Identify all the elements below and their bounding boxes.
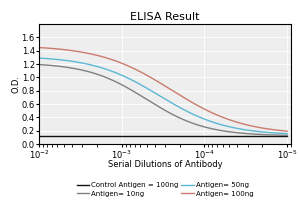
Antigen= 10ng: [138, 94, 141, 96]
Line: Antigen= 50ng: Antigen= 50ng: [39, 58, 287, 134]
Control Antigen = 100ng: [138, 134, 141, 137]
Antigen= 100ng: [62, 48, 66, 51]
Control Antigen = 100ng: [231, 134, 234, 137]
Title: ELISA Result: ELISA Result: [130, 12, 200, 22]
Legend: Control Antigen = 100ng, Antigen= 10ng, Antigen= 50ng, Antigen= 100ng: Control Antigen = 100ng, Antigen= 10ng, …: [76, 182, 254, 197]
Control Antigen = 100ng: [235, 134, 239, 137]
Antigen= 10ng: [146, 99, 150, 102]
Antigen= 100ng: [235, 121, 239, 123]
Antigen= 100ng: [138, 70, 141, 72]
Antigen= 100ng: [285, 130, 289, 132]
Antigen= 50ng: [231, 126, 234, 129]
Antigen= 100ng: [231, 120, 234, 122]
Antigen= 100ng: [37, 46, 41, 49]
Control Antigen = 100ng: [285, 134, 289, 137]
Antigen= 10ng: [231, 131, 234, 133]
Antigen= 50ng: [208, 120, 211, 122]
Antigen= 10ng: [62, 66, 66, 68]
Antigen= 100ng: [208, 110, 211, 113]
Antigen= 100ng: [146, 75, 150, 77]
Antigen= 10ng: [235, 132, 239, 134]
Y-axis label: O.D.: O.D.: [11, 75, 20, 93]
Control Antigen = 100ng: [208, 134, 211, 137]
Control Antigen = 100ng: [146, 134, 150, 137]
Antigen= 10ng: [37, 63, 41, 66]
Antigen= 50ng: [37, 57, 41, 59]
Antigen= 50ng: [62, 59, 66, 61]
Control Antigen = 100ng: [37, 134, 41, 137]
Line: Antigen= 10ng: Antigen= 10ng: [39, 65, 287, 135]
Antigen= 50ng: [138, 83, 141, 85]
Antigen= 50ng: [146, 88, 150, 90]
Control Antigen = 100ng: [62, 134, 66, 137]
Antigen= 50ng: [285, 132, 289, 135]
Text: Serial Dilutions of Antibody: Serial Dilutions of Antibody: [108, 160, 222, 169]
Line: Antigen= 100ng: Antigen= 100ng: [39, 48, 287, 131]
Antigen= 10ng: [208, 127, 211, 129]
Antigen= 50ng: [235, 127, 239, 130]
Antigen= 10ng: [285, 134, 289, 137]
